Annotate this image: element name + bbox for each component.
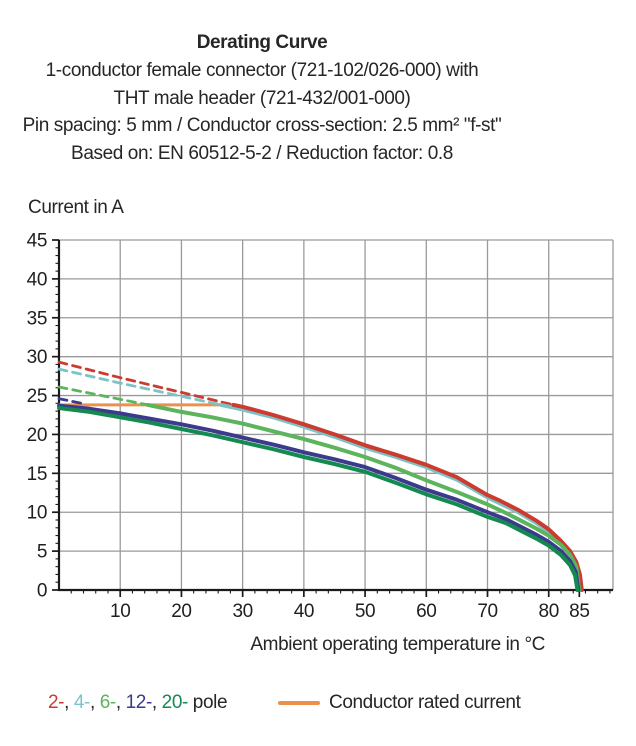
pole-legend-separator: , bbox=[115, 692, 126, 713]
curve-6-pole-unreduced bbox=[57, 385, 150, 407]
svg-text:70: 70 bbox=[477, 601, 497, 622]
figure-subtitle-line-2: THT male header (721-432/001-000) bbox=[113, 87, 411, 109]
svg-text:60: 60 bbox=[416, 601, 436, 622]
svg-text:30: 30 bbox=[27, 347, 47, 368]
curve-12-pole bbox=[57, 403, 581, 592]
svg-text:0: 0 bbox=[37, 581, 47, 602]
svg-text:20: 20 bbox=[27, 425, 47, 446]
svg-text:25: 25 bbox=[27, 386, 47, 407]
svg-text:10: 10 bbox=[27, 503, 47, 524]
curve-12-pole-unreduced bbox=[57, 397, 85, 406]
pole-legend-separator: , bbox=[151, 692, 162, 713]
svg-text:40: 40 bbox=[27, 269, 47, 290]
curve-4-pole-unreduced bbox=[57, 367, 223, 407]
chart-legend: 2-, 4-, 6-, 12-, 20- pole Conductor rate… bbox=[0, 692, 636, 722]
figure-header: Derating Curve 1-conductor female connec… bbox=[0, 29, 524, 167]
svg-text:50: 50 bbox=[355, 601, 375, 622]
pole-legend-separator: , bbox=[89, 692, 100, 713]
rated-current-line-swatch bbox=[278, 701, 320, 705]
figure-subtitle-line-3: Pin spacing: 5 mm / Conductor cross-sect… bbox=[22, 115, 502, 136]
svg-text:10: 10 bbox=[110, 601, 130, 622]
svg-text:5: 5 bbox=[37, 542, 47, 563]
curve-20-pole bbox=[57, 406, 580, 592]
pole-legend-item-20: 20- bbox=[161, 692, 189, 713]
figure-title: Derating Curve bbox=[196, 32, 328, 53]
derating-chart-plot: 0 5 10 15 20 25 30 35 40 45 10 20 30 40 50 60 70 80 85 bbox=[27, 231, 614, 622]
svg-text:40: 40 bbox=[294, 601, 314, 622]
x-axis-title: Ambient operating temperature in °C bbox=[250, 634, 545, 655]
curve-6-pole bbox=[145, 402, 582, 592]
figure-subtitle-line-1: 1-conductor female connector (721-102/02… bbox=[45, 60, 479, 81]
svg-text:20: 20 bbox=[171, 601, 191, 622]
pole-legend-separator: , bbox=[64, 692, 74, 713]
y-axis-title: Current in A bbox=[28, 197, 124, 218]
pole-legend-item-12: 12- bbox=[125, 692, 153, 713]
curve-2-pole bbox=[231, 402, 584, 592]
rated-current-label: Conductor rated current bbox=[329, 692, 521, 713]
svg-text:85: 85 bbox=[569, 601, 589, 622]
curve-2-pole-unreduced bbox=[57, 360, 235, 407]
pole-count-legend: 2-, 4-, 6-, 12-, 20- pole bbox=[48, 692, 228, 714]
svg-text:35: 35 bbox=[27, 308, 47, 329]
svg-text:15: 15 bbox=[27, 464, 47, 485]
figure-subtitle-line-4: Based on: EN 60512-5-2 / Reduction facto… bbox=[71, 142, 453, 164]
pole-legend-item-4: 4- bbox=[73, 692, 91, 713]
svg-text:45: 45 bbox=[27, 231, 47, 252]
pole-legend-item-6: 6- bbox=[99, 692, 117, 713]
pole-legend-item-2: 2- bbox=[48, 692, 65, 713]
pole-legend-suffix: pole bbox=[187, 692, 228, 713]
svg-text:30: 30 bbox=[232, 601, 252, 622]
svg-text:80: 80 bbox=[539, 601, 559, 622]
rated-current-legend: Conductor rated current bbox=[278, 692, 521, 714]
